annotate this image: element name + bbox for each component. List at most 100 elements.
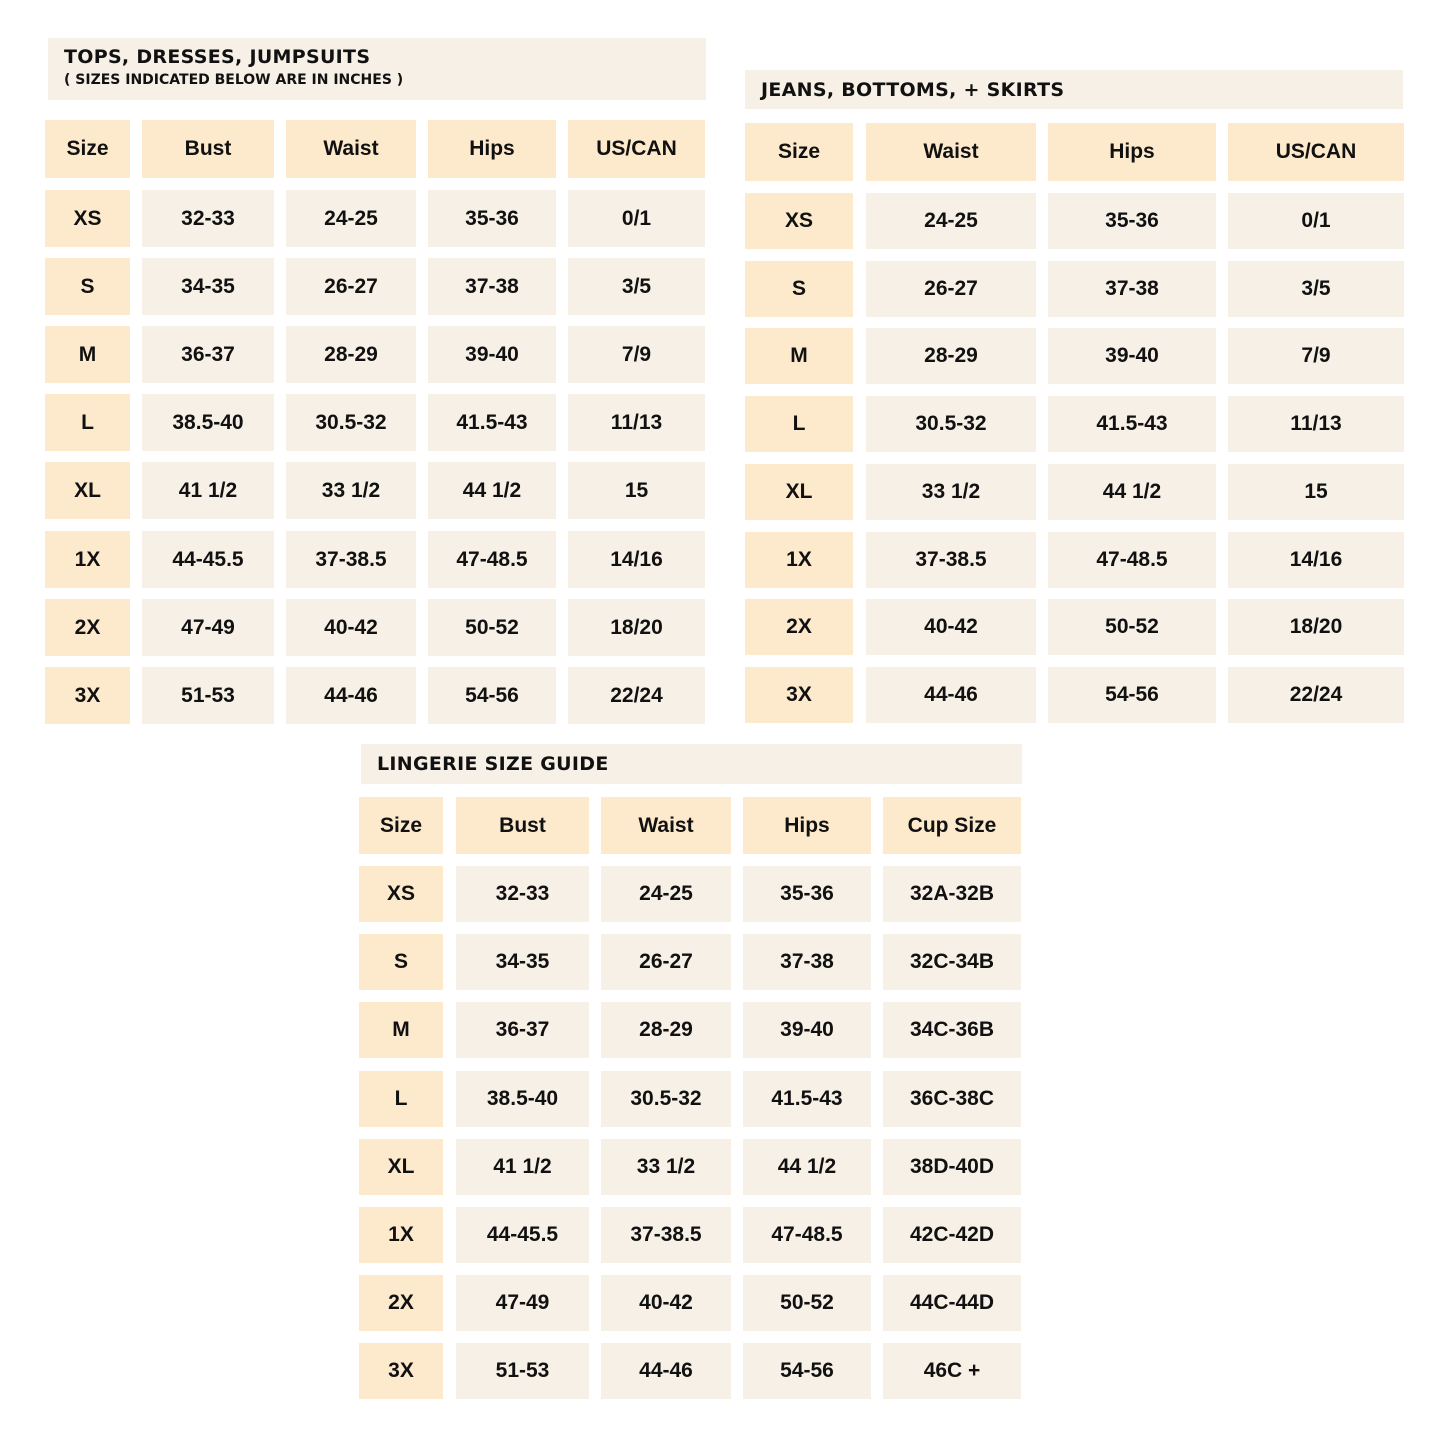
jeans-column-header: Waist	[866, 123, 1036, 181]
tops-table-cell: 33 1/2	[286, 462, 416, 519]
tops-table-cell: 40-42	[286, 599, 416, 656]
tops-row-size-label: XL	[45, 462, 130, 519]
jeans-table-cell: 44 1/2	[1048, 464, 1216, 520]
jeans-row-size-label: S	[745, 261, 853, 317]
lingerie-table-cell: 41.5-43	[743, 1071, 871, 1127]
lingerie-table-cell: 34C-36B	[883, 1002, 1021, 1058]
lingerie-table-cell: 30.5-32	[601, 1071, 731, 1127]
tops-table-cell: 18/20	[568, 599, 705, 656]
tops-table-cell: 14/16	[568, 531, 705, 588]
lingerie-table-cell: 35-36	[743, 866, 871, 922]
jeans-table-cell: 11/13	[1228, 396, 1404, 452]
lingerie-row-size-label: XS	[359, 866, 443, 922]
jeans-column-header: US/CAN	[1228, 123, 1404, 181]
tops-table-cell: 30.5-32	[286, 394, 416, 451]
tops-table-cell: 24-25	[286, 190, 416, 247]
tops-row-size-label: M	[45, 326, 130, 383]
lingerie-table-cell: 44C-44D	[883, 1275, 1021, 1331]
lingerie-column-header: Cup Size	[883, 797, 1021, 854]
jeans-table-cell: 44-46	[866, 667, 1036, 723]
tops-row-size-label: L	[45, 394, 130, 451]
lingerie-row-size-label: 2X	[359, 1275, 443, 1331]
tops-table-cell: 0/1	[568, 190, 705, 247]
tops-size-subtitle: ( SIZES INDICATED BELOW ARE IN INCHES )	[64, 72, 404, 88]
tops-table-cell: 51-53	[142, 667, 274, 724]
tops-row-size-label: XS	[45, 190, 130, 247]
lingerie-table-cell: 54-56	[743, 1343, 871, 1399]
jeans-table-cell: 22/24	[1228, 667, 1404, 723]
jeans-table-cell: 15	[1228, 464, 1404, 520]
jeans-table-cell: 0/1	[1228, 193, 1404, 249]
jeans-table-cell: 26-27	[866, 261, 1036, 317]
tops-table-cell: 50-52	[428, 599, 556, 656]
lingerie-table-cell: 47-48.5	[743, 1207, 871, 1263]
jeans-column-header: Size	[745, 123, 853, 181]
tops-table-cell: 34-35	[142, 258, 274, 315]
lingerie-table-cell: 34-35	[456, 934, 589, 990]
lingerie-table-cell: 44-46	[601, 1343, 731, 1399]
lingerie-column-header: Waist	[601, 797, 731, 854]
jeans-table-cell: 41.5-43	[1048, 396, 1216, 452]
tops-row-size-label: 3X	[45, 667, 130, 724]
lingerie-table-cell: 32-33	[456, 866, 589, 922]
tops-table-cell: 41.5-43	[428, 394, 556, 451]
tops-table-cell: 44 1/2	[428, 462, 556, 519]
tops-table-cell: 54-56	[428, 667, 556, 724]
jeans-table-cell: 37-38.5	[866, 532, 1036, 588]
jeans-table-cell: 30.5-32	[866, 396, 1036, 452]
jeans-table-cell: 40-42	[866, 599, 1036, 655]
jeans-row-size-label: L	[745, 396, 853, 452]
tops-table-cell: 37-38.5	[286, 531, 416, 588]
lingerie-table-cell: 24-25	[601, 866, 731, 922]
jeans-table-cell: 47-48.5	[1048, 532, 1216, 588]
tops-table-cell: 22/24	[568, 667, 705, 724]
lingerie-table-cell: 40-42	[601, 1275, 731, 1331]
tops-table-cell: 37-38	[428, 258, 556, 315]
jeans-row-size-label: 3X	[745, 667, 853, 723]
jeans-table-cell: 14/16	[1228, 532, 1404, 588]
lingerie-table-cell: 32C-34B	[883, 934, 1021, 990]
lingerie-table-cell: 44 1/2	[743, 1139, 871, 1195]
jeans-size-title-block: JEANS, BOTTOMS, + SKIRTS	[745, 70, 1403, 109]
lingerie-table-cell: 42C-42D	[883, 1207, 1021, 1263]
lingerie-table-cell: 38.5-40	[456, 1071, 589, 1127]
tops-size-title-block: TOPS, DRESSES, JUMPSUITS ( SIZES INDICAT…	[48, 38, 706, 100]
tops-column-header: US/CAN	[568, 120, 705, 178]
tops-table-cell: 47-48.5	[428, 531, 556, 588]
tops-table-cell: 11/13	[568, 394, 705, 451]
tops-column-header: Waist	[286, 120, 416, 178]
lingerie-size-title: LINGERIE SIZE GUIDE	[377, 753, 609, 775]
jeans-row-size-label: M	[745, 328, 853, 384]
lingerie-table-cell: 41 1/2	[456, 1139, 589, 1195]
lingerie-table-cell: 37-38.5	[601, 1207, 731, 1263]
tops-table-cell: 44-45.5	[142, 531, 274, 588]
tops-column-header: Bust	[142, 120, 274, 178]
lingerie-size-title-block: LINGERIE SIZE GUIDE	[361, 744, 1022, 784]
lingerie-row-size-label: M	[359, 1002, 443, 1058]
jeans-table-cell: 24-25	[866, 193, 1036, 249]
lingerie-table-cell: 26-27	[601, 934, 731, 990]
tops-column-header: Hips	[428, 120, 556, 178]
jeans-row-size-label: 1X	[745, 532, 853, 588]
tops-table-cell: 15	[568, 462, 705, 519]
tops-column-header: Size	[45, 120, 130, 178]
jeans-row-size-label: 2X	[745, 599, 853, 655]
tops-table-cell: 7/9	[568, 326, 705, 383]
jeans-column-header: Hips	[1048, 123, 1216, 181]
lingerie-row-size-label: XL	[359, 1139, 443, 1195]
lingerie-table-cell: 36-37	[456, 1002, 589, 1058]
jeans-table-cell: 33 1/2	[866, 464, 1036, 520]
jeans-table-cell: 7/9	[1228, 328, 1404, 384]
lingerie-row-size-label: 1X	[359, 1207, 443, 1263]
lingerie-table-cell: 50-52	[743, 1275, 871, 1331]
tops-table-cell: 3/5	[568, 258, 705, 315]
lingerie-table-cell: 33 1/2	[601, 1139, 731, 1195]
jeans-table-cell: 18/20	[1228, 599, 1404, 655]
tops-size-title: TOPS, DRESSES, JUMPSUITS	[64, 46, 371, 68]
jeans-table-cell: 39-40	[1048, 328, 1216, 384]
lingerie-table-cell: 51-53	[456, 1343, 589, 1399]
tops-table-cell: 26-27	[286, 258, 416, 315]
lingerie-table-cell: 28-29	[601, 1002, 731, 1058]
lingerie-table-cell: 44-45.5	[456, 1207, 589, 1263]
lingerie-column-header: Size	[359, 797, 443, 854]
